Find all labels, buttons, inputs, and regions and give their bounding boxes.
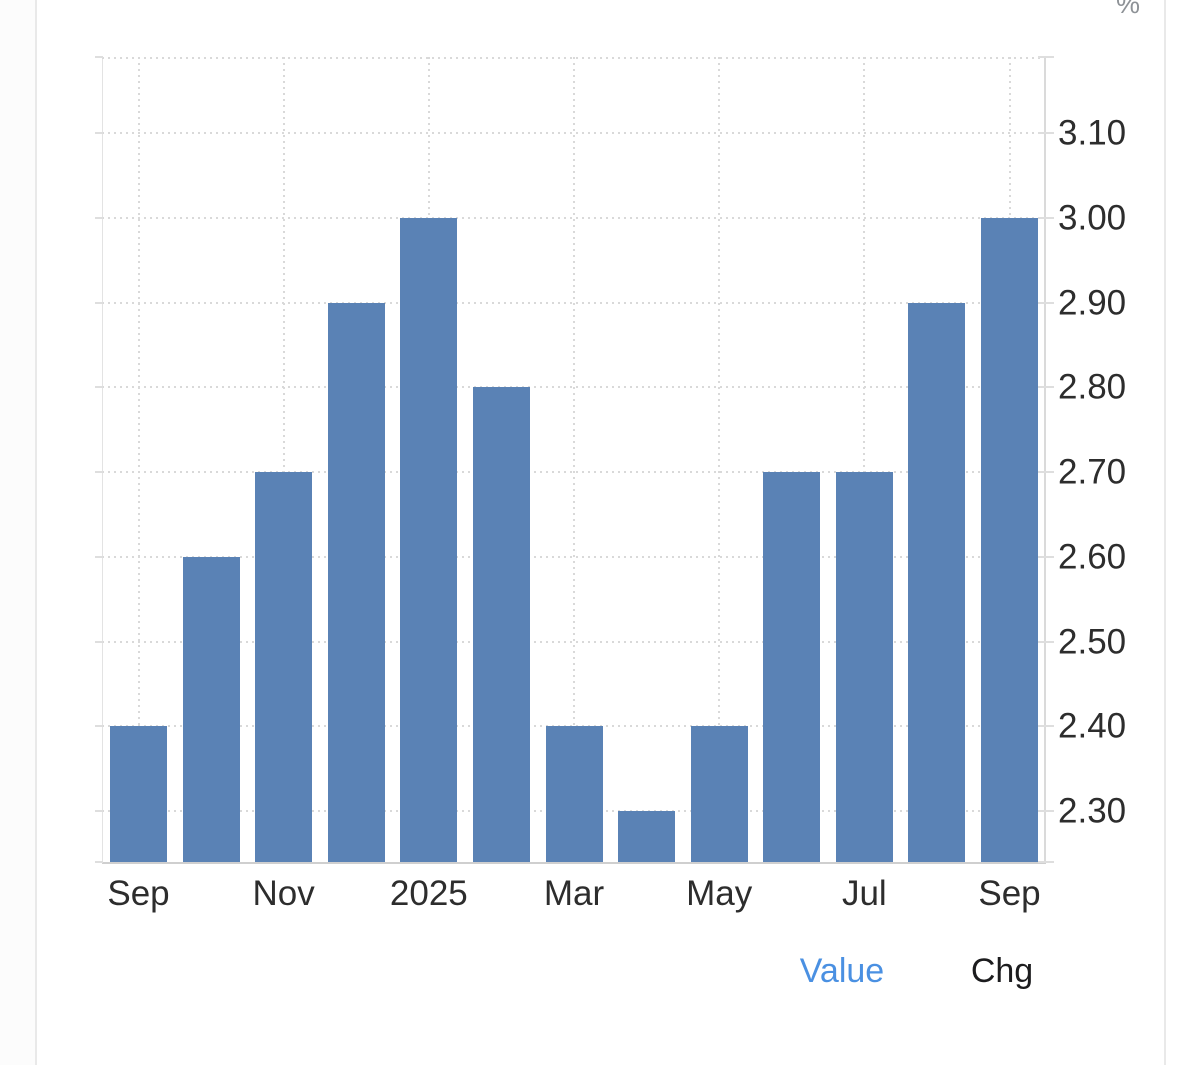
- y-axis-tick-left: [95, 217, 103, 219]
- y-axis-label: 2.40: [1058, 706, 1127, 746]
- bar-mar-2025[interactable]: [545, 726, 603, 862]
- h-gridline: [102, 640, 1046, 643]
- y-axis-label: 3.00: [1058, 198, 1127, 238]
- x-axis-label: Sep: [978, 874, 1041, 913]
- v-gridline: [573, 57, 575, 862]
- y-axis-unit-label: %: [1115, 0, 1140, 19]
- bar-aug-2025[interactable]: [908, 302, 966, 862]
- y-axis-label: 3.10: [1058, 113, 1127, 153]
- plot-border-left: [102, 57, 103, 862]
- h-gridline: [102, 555, 1046, 558]
- y-axis-tick: [1038, 56, 1054, 58]
- x-axis-label: Nov: [252, 874, 315, 913]
- x-axis-label: 2025: [389, 874, 468, 913]
- y-axis-tick-left: [95, 725, 103, 728]
- h-gridline: [102, 386, 1046, 389]
- y-axis-tick: [1038, 725, 1054, 728]
- y-axis-tick: [1038, 861, 1054, 863]
- y-axis-tick-left: [95, 56, 103, 58]
- bar-jun-2025[interactable]: [763, 472, 821, 862]
- y-axis-tick: [1038, 301, 1054, 304]
- legend-chg-button[interactable]: Chg: [970, 952, 1034, 990]
- bar-dec-2024[interactable]: [327, 302, 385, 862]
- y-axis-tick: [1038, 386, 1054, 389]
- x-axis-label: May: [686, 874, 753, 913]
- y-axis-tick-left: [95, 861, 103, 863]
- h-gridline: [102, 132, 1046, 135]
- page-gutter: [0, 0, 35, 1065]
- bar-nov-2024[interactable]: [255, 472, 313, 862]
- y-axis-tick-left: [95, 471, 103, 474]
- y-axis-tick-left: [95, 301, 103, 304]
- x-axis-label: Jul: [841, 874, 887, 913]
- y-axis-label: 2.30: [1058, 791, 1127, 831]
- bar-oct-2024[interactable]: [182, 556, 240, 862]
- y-axis-tick-left: [95, 640, 103, 643]
- y-axis-tick-left: [95, 810, 103, 813]
- y-axis-tick: [1038, 471, 1054, 474]
- v-gridline: [282, 57, 285, 862]
- h-gridline: [102, 301, 1046, 304]
- plot-border-top: [102, 57, 1046, 59]
- card-border-left: [35, 0, 37, 1065]
- y-axis-label: 2.60: [1058, 537, 1127, 577]
- y-axis-tick: [1038, 640, 1054, 643]
- bar-apr-2025[interactable]: [618, 811, 676, 862]
- x-axis-line: [102, 862, 1046, 864]
- y-axis-tick: [1038, 810, 1054, 813]
- bar-feb-2025[interactable]: [472, 387, 530, 862]
- bar-jul-2025[interactable]: [835, 472, 893, 862]
- v-gridline: [718, 57, 721, 862]
- bar-jan-2025[interactable]: [400, 218, 458, 862]
- y-axis-tick: [1038, 217, 1054, 219]
- x-axis-label: Mar: [543, 874, 605, 913]
- y-axis-tick-left: [95, 555, 103, 558]
- y-axis-label: 2.90: [1058, 283, 1127, 323]
- y-axis-tick-left: [95, 132, 103, 135]
- v-gridline: [863, 57, 866, 862]
- h-gridline: [102, 471, 1046, 474]
- bar-may-2025[interactable]: [690, 726, 748, 862]
- y-axis-line: [1044, 57, 1046, 862]
- plot-area: [102, 57, 1046, 864]
- bar-sep-2025[interactable]: [981, 218, 1038, 862]
- y-axis-label: 2.50: [1058, 622, 1127, 662]
- y-axis-tick-left: [95, 386, 103, 389]
- y-axis-tick: [1038, 555, 1054, 558]
- card-border-right: [1164, 0, 1166, 1065]
- h-gridline: [102, 217, 1046, 219]
- v-gridline: [137, 57, 140, 862]
- y-axis-label: 2.70: [1058, 452, 1127, 492]
- y-axis-label: 2.80: [1058, 367, 1127, 407]
- bar-sep-2024[interactable]: [110, 726, 167, 862]
- legend-value-button[interactable]: Value: [799, 952, 885, 990]
- x-axis-label: Sep: [107, 874, 170, 913]
- y-axis-tick: [1038, 132, 1054, 135]
